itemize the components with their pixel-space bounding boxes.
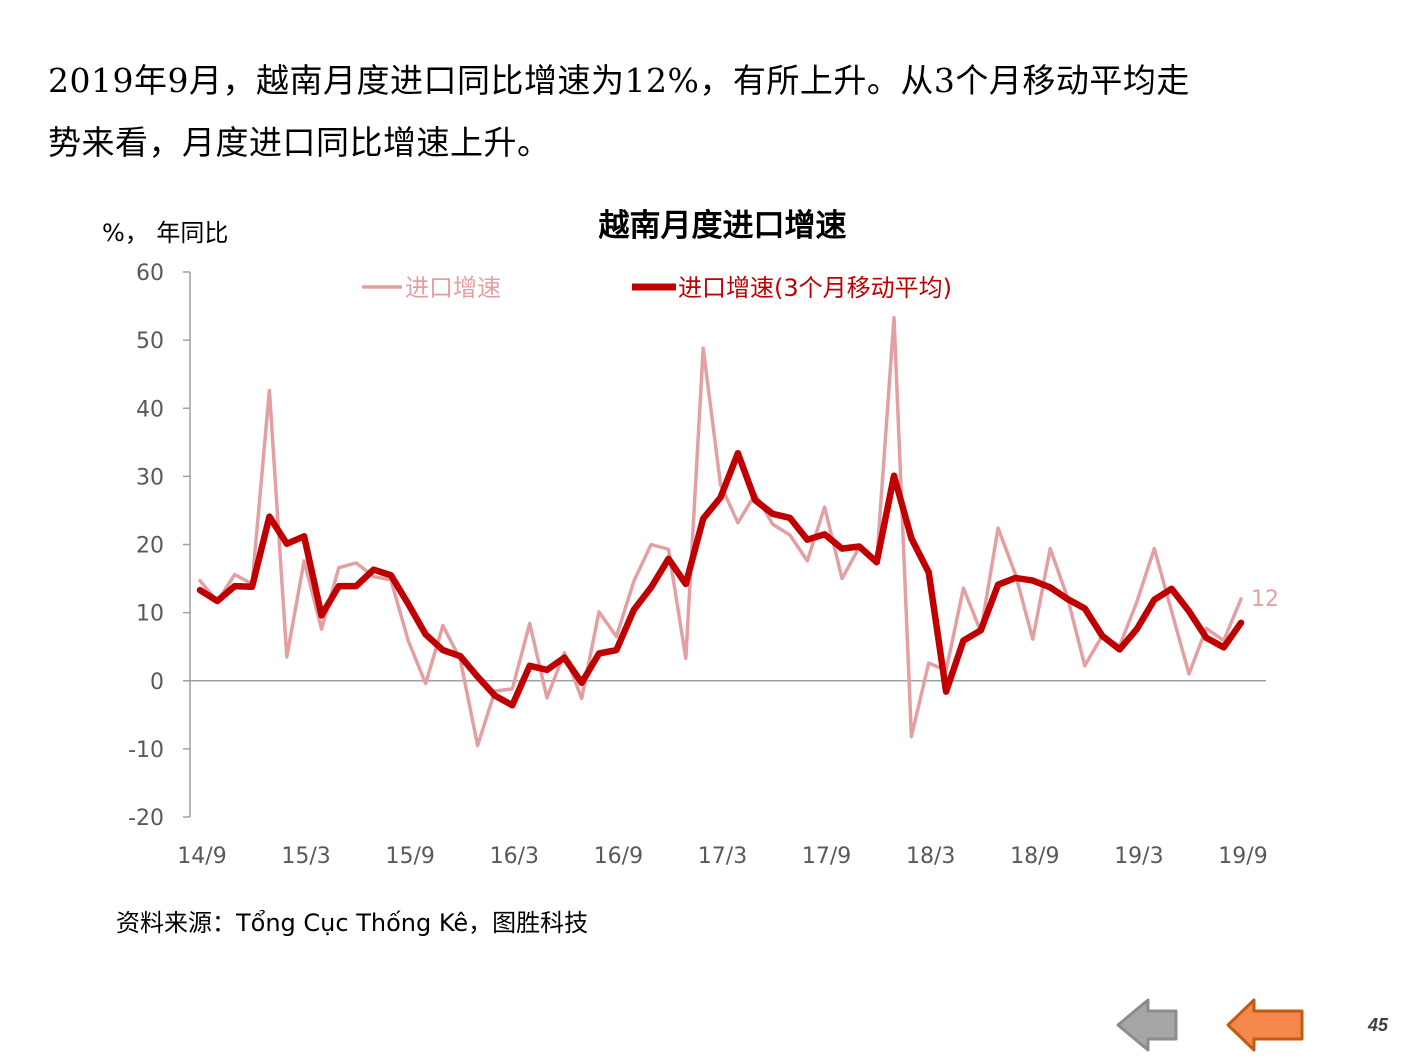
y-tick-label: 60 <box>136 261 164 286</box>
y-axis-unit-label: %， 年同比 <box>102 219 229 247</box>
x-tick-label: 14/9 <box>177 844 226 869</box>
y-tick-label: -20 <box>128 806 164 831</box>
x-tick-label: 16/3 <box>490 844 539 869</box>
back-arrow-button[interactable] <box>1114 996 1180 1054</box>
x-tick-label: 15/9 <box>385 844 434 869</box>
legend-label-raw: 进口增速 <box>405 274 501 302</box>
y-tick-label: 50 <box>136 329 164 354</box>
y-tick-label: 40 <box>136 397 164 422</box>
data-label-last-value: 12 <box>1251 587 1279 612</box>
left-arrow-icon <box>1226 998 1304 1052</box>
legend-label-moving-average: 进口增速(3个月移动平均) <box>678 274 952 302</box>
headline-line-1: 2019年9月，越南月度进口同比增速为12%，有所上升。从3个月移动平均走 <box>48 61 1190 100</box>
headline-text: 2019年9月，越南月度进口同比增速为12%，有所上升。从3个月移动平均走 势来… <box>48 50 1378 174</box>
chart-legend: 进口增速 进口增速(3个月移动平均) <box>362 274 952 302</box>
series-line-moving-average <box>196 449 1245 709</box>
source-note: 资料来源：Tổng Cục Thống Kê，图胜科技 <box>116 909 589 937</box>
chart-title: 越南月度进口增速 <box>598 208 847 244</box>
x-tick-label: 18/9 <box>1010 844 1059 869</box>
x-tick-label: 17/3 <box>698 844 747 869</box>
headline-line-2: 势来看，月度进口同比增速上升。 <box>48 123 551 162</box>
y-tick-label: 20 <box>136 534 164 559</box>
left-arrow-icon <box>1116 998 1178 1052</box>
x-tick-label: 19/9 <box>1218 844 1267 869</box>
x-tick-label: 17/9 <box>802 844 851 869</box>
y-tick-label: 10 <box>136 602 164 627</box>
x-tick-label: 16/9 <box>594 844 643 869</box>
x-tick-label: 15/3 <box>281 844 330 869</box>
chart-tick-labels: 60 50 40 30 20 10 0 -10 -20 14/9 15/3 15/9 16/3 16/9 1… <box>128 261 1268 869</box>
forward-arrow-button[interactable] <box>1224 996 1306 1054</box>
chart-series: 12 <box>196 315 1279 748</box>
chart-axes <box>183 271 1266 818</box>
x-tick-label: 19/3 <box>1114 844 1163 869</box>
y-tick-label: 0 <box>150 670 164 695</box>
y-tick-label: 30 <box>136 465 164 490</box>
x-tick-label: 18/3 <box>906 844 955 869</box>
y-tick-label: -10 <box>128 738 164 763</box>
page-number: 45 <box>1368 1015 1389 1035</box>
